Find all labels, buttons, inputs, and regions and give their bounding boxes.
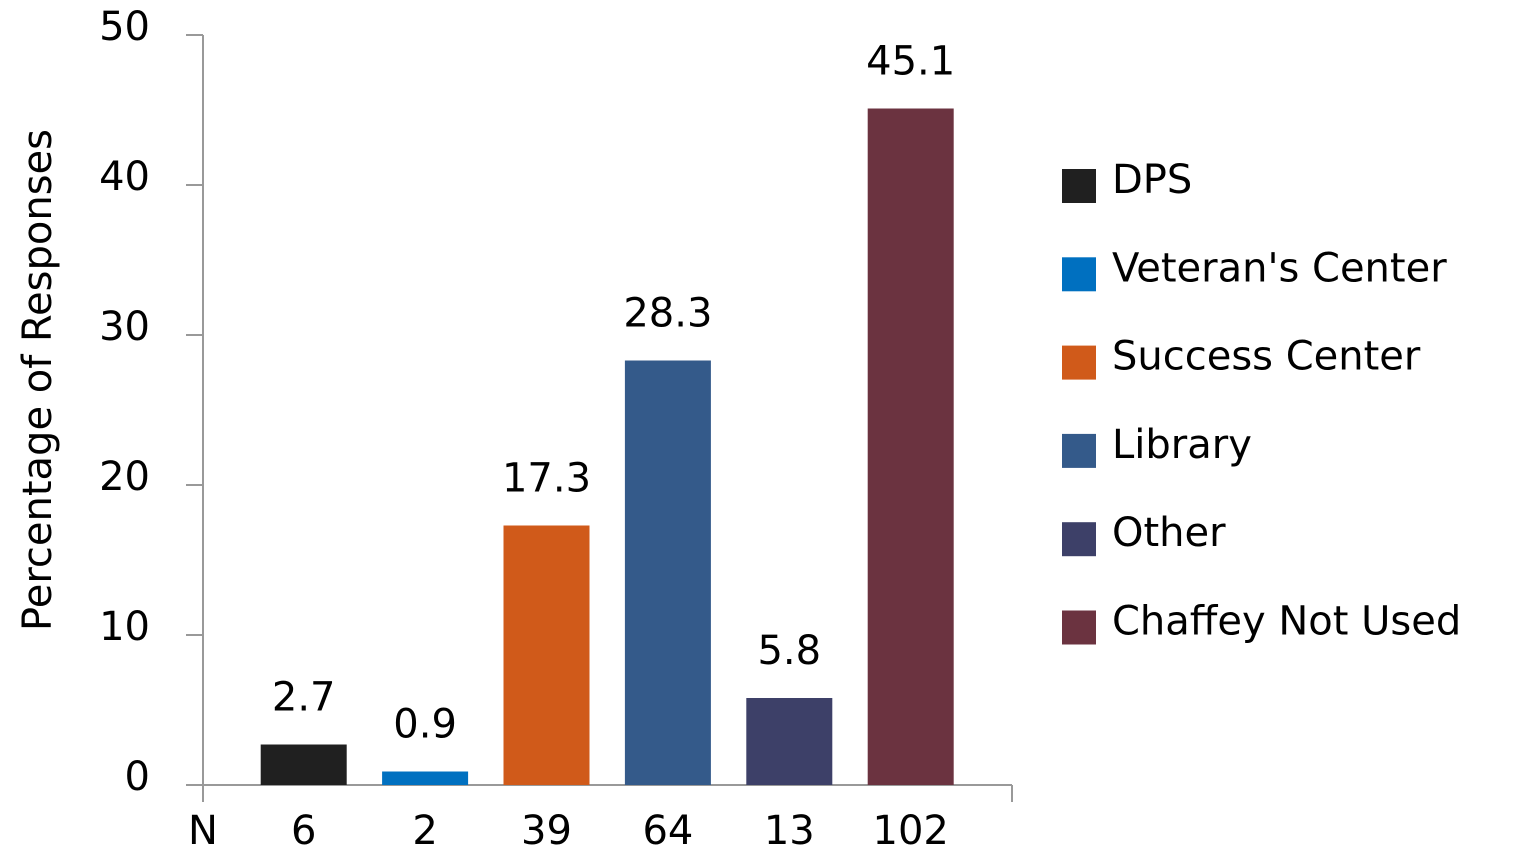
value-label: 2.7 [272, 675, 336, 721]
bar [746, 698, 833, 785]
bar [624, 360, 711, 785]
legend-swatch [1062, 345, 1096, 380]
legend-label: Chaffey Not Used [1112, 599, 1461, 645]
legend-label: Veteran's Center [1112, 245, 1447, 291]
bar [503, 525, 590, 785]
n-label: N [188, 808, 218, 850]
y-tick-label: 50 [99, 4, 150, 50]
bar [867, 108, 954, 785]
y-tick-label: 30 [99, 304, 150, 350]
n-value: 102 [873, 808, 949, 850]
value-label: 17.3 [502, 456, 591, 502]
legend-swatch [1062, 610, 1096, 645]
n-value: 64 [642, 808, 693, 850]
n-value: 6 [291, 808, 316, 850]
legend-swatch [1062, 257, 1096, 292]
n-value: 2 [412, 808, 437, 850]
legend-label: DPS [1112, 157, 1192, 203]
legend-swatch [1062, 522, 1096, 557]
y-tick-label: 0 [125, 754, 150, 800]
value-label: 28.3 [623, 291, 712, 337]
n-value: 13 [764, 808, 815, 850]
bar [260, 744, 347, 785]
value-label: 0.9 [393, 702, 457, 748]
legend-label: Success Center [1112, 334, 1421, 380]
y-tick-label: 20 [99, 454, 150, 500]
value-label: 45.1 [866, 39, 955, 85]
legend-swatch [1062, 433, 1096, 468]
y-tick-label: 40 [99, 154, 150, 200]
value-label: 5.8 [757, 628, 821, 674]
legend-swatch [1062, 169, 1096, 203]
y-axis-label: Percentage of Responses [15, 129, 61, 631]
bar [382, 771, 469, 785]
n-value: 39 [521, 808, 572, 850]
legend-label: Library [1112, 422, 1252, 468]
legend-label: Other [1112, 510, 1226, 556]
y-tick-label: 10 [99, 604, 150, 650]
